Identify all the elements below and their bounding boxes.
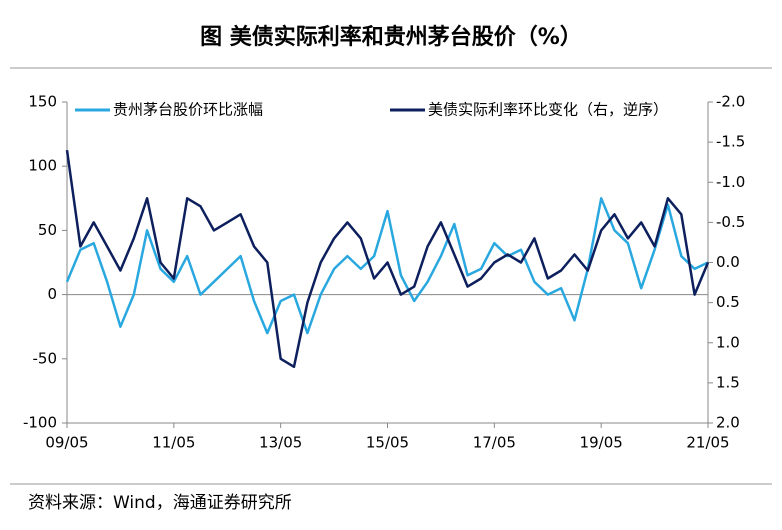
y-tick-label: -100 xyxy=(23,414,57,432)
y-tick-label: 100 xyxy=(28,157,57,175)
y2-tick-label: 0.5 xyxy=(716,293,740,311)
y2-tick-label: 0.0 xyxy=(716,253,740,271)
x-tick-label: 11/05 xyxy=(152,434,195,452)
x-tick-label: 19/05 xyxy=(580,434,623,452)
y2-tick-label: -1.0 xyxy=(716,173,745,191)
x-tick-label: 09/05 xyxy=(45,434,88,452)
y2-tick-label: 1.0 xyxy=(716,333,740,351)
y2-tick-label: -0.5 xyxy=(716,213,745,231)
chart-title: 图 美债实际利率和贵州茅台股价（%） xyxy=(200,24,582,50)
y2-tick-label: -1.5 xyxy=(716,133,745,151)
x-tick-label: 17/05 xyxy=(473,434,516,452)
y-tick-label: 0 xyxy=(47,285,57,303)
legend-label: 贵州茅台股价环比涨幅 xyxy=(113,101,263,119)
y2-tick-label: -2.0 xyxy=(716,93,745,111)
x-tick-label: 15/05 xyxy=(366,434,409,452)
legend-label: 美债实际利率环比变化（右，逆序） xyxy=(428,101,668,119)
y-tick-label: -50 xyxy=(33,349,58,367)
y2-tick-label: 2.0 xyxy=(716,414,740,432)
y2-tick-label: 1.5 xyxy=(716,373,740,391)
y-tick-label: 50 xyxy=(38,221,57,239)
source: 资料来源：Wind，海通证券研究所 xyxy=(28,493,292,513)
x-tick-label: 21/05 xyxy=(686,434,729,452)
y-tick-label: 150 xyxy=(28,93,57,111)
x-tick-label: 13/05 xyxy=(259,434,302,452)
series-line xyxy=(65,197,709,335)
series-line xyxy=(65,150,710,369)
